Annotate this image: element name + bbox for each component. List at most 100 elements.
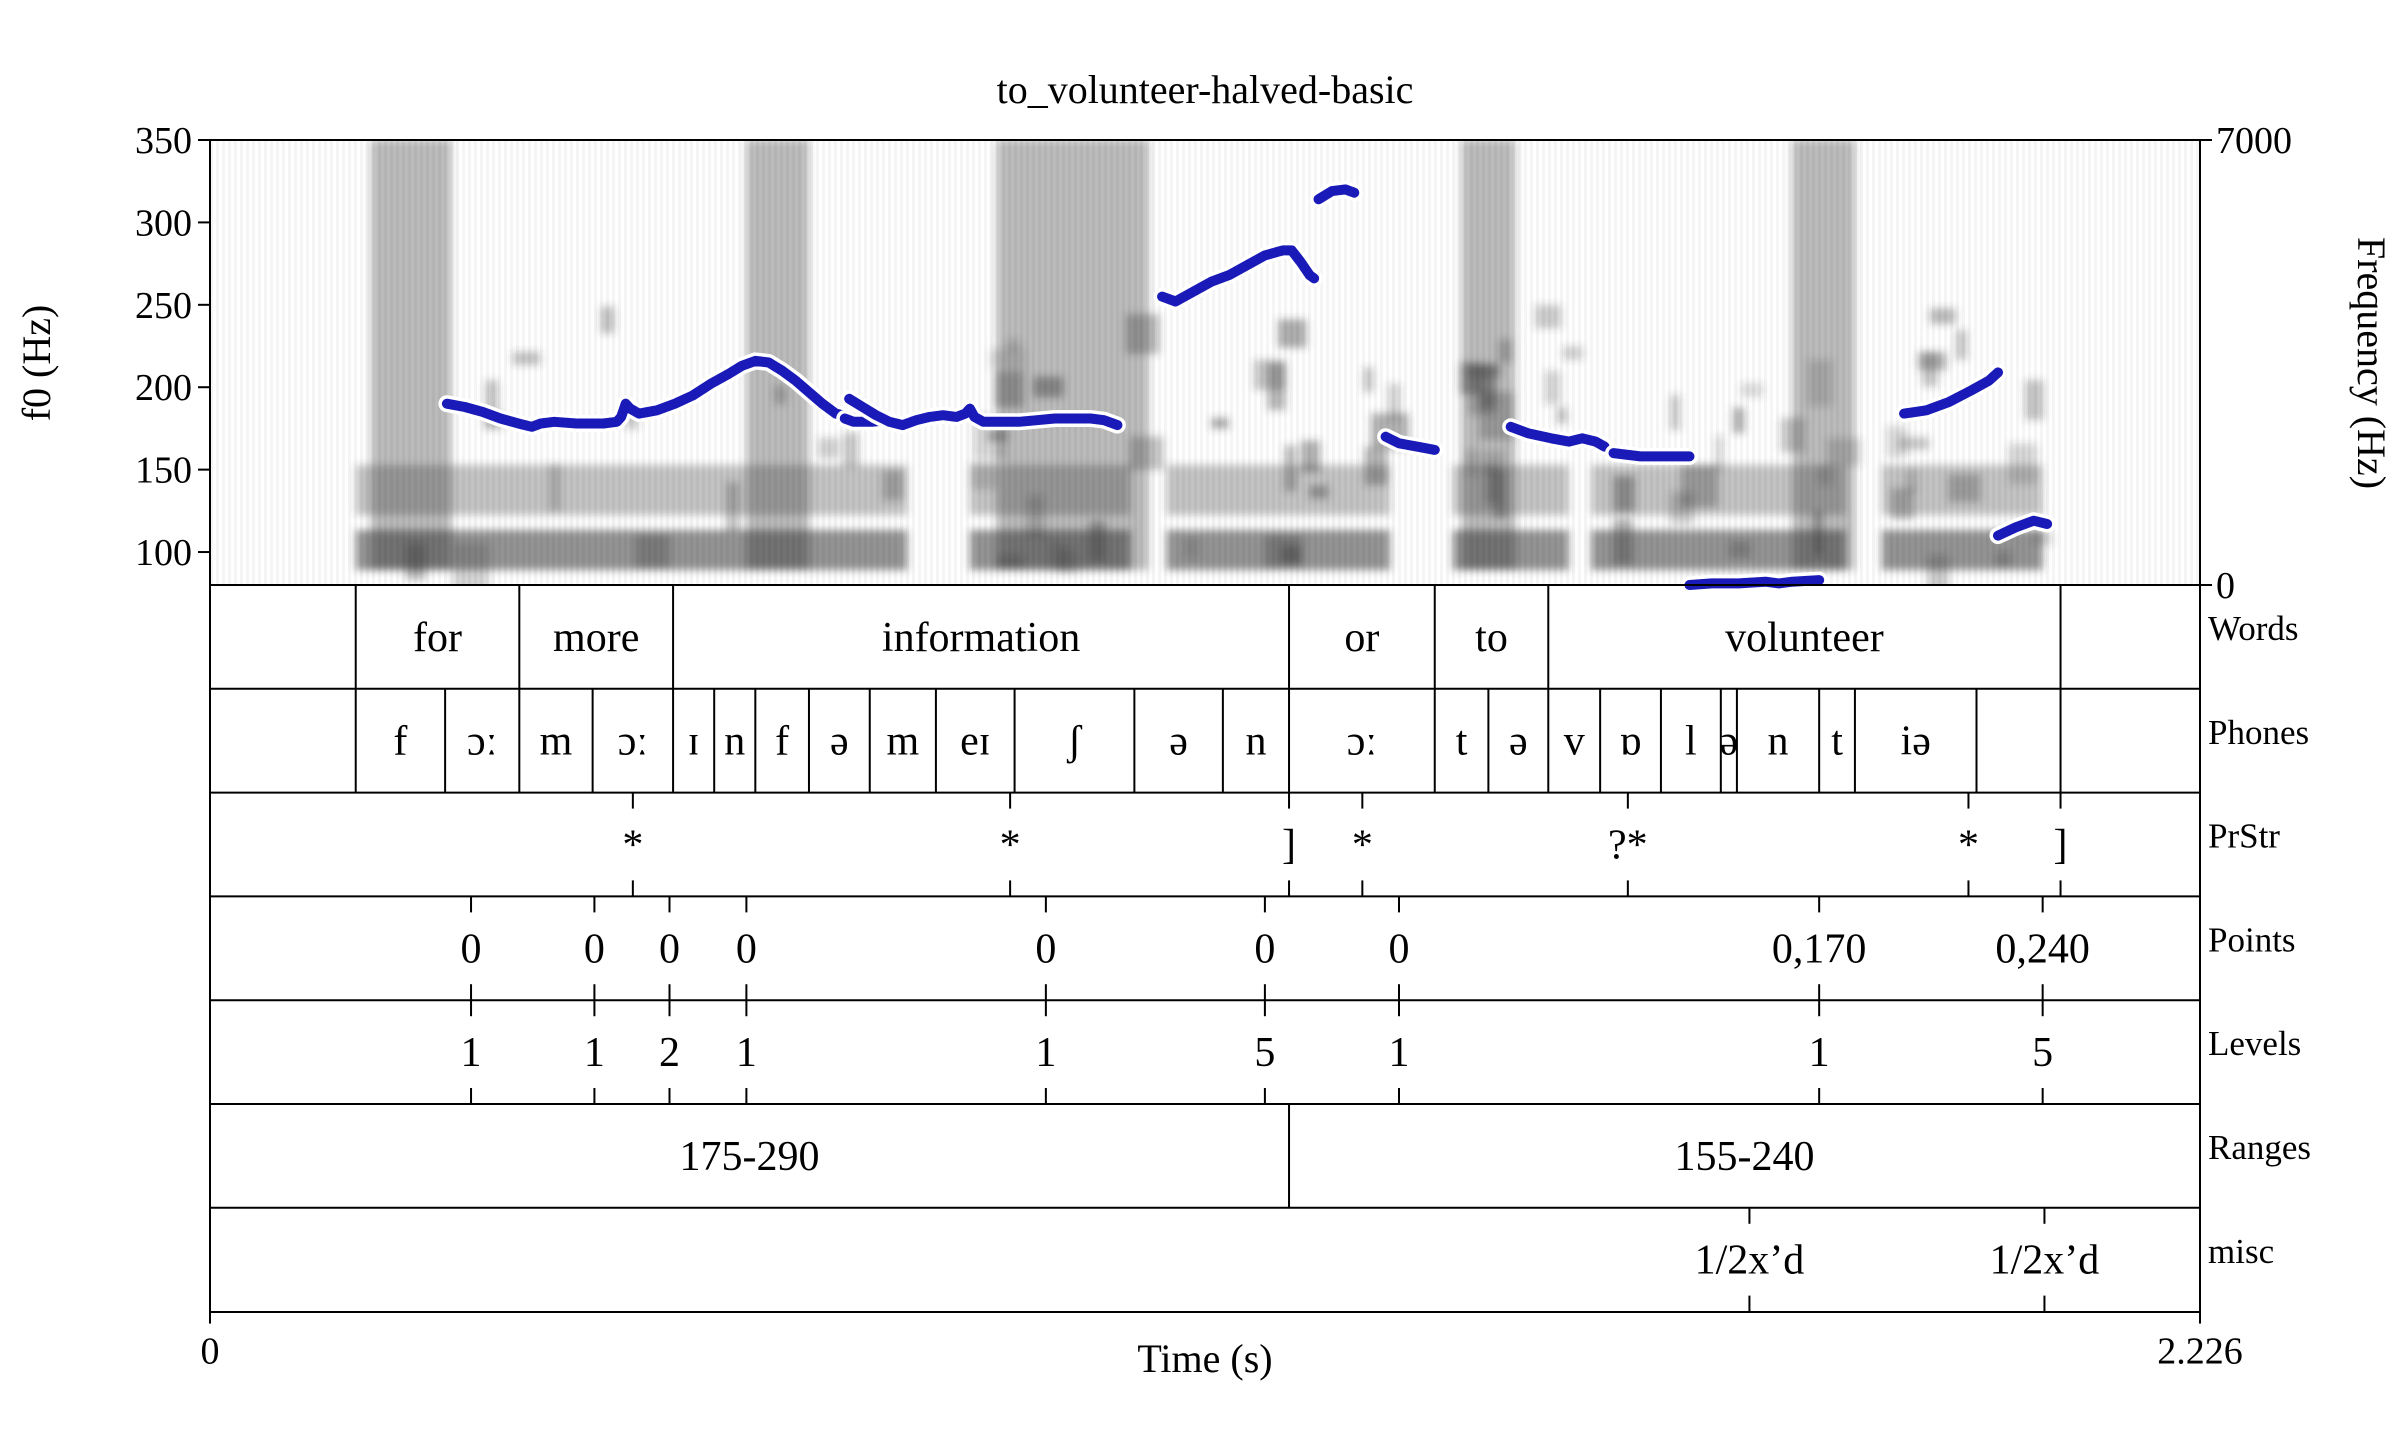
interval-label: iə [1901, 719, 1931, 765]
tier-name-label: Levels [2208, 1024, 2301, 1063]
interval-label: l [1685, 719, 1697, 765]
interval-label: n [1768, 719, 1789, 765]
tier-points: Points 0 0 0 0 0 0 0 0,170 0,240 [210, 895, 2296, 1001]
y-right-tick-label: 7000 [2216, 120, 2292, 162]
interval-label: v [1564, 719, 1585, 765]
f0-contour-3 [844, 393, 1123, 431]
interval-label: t [1456, 719, 1468, 765]
point-label: ] [2054, 823, 2068, 869]
tier-name-label: Phones [2208, 713, 2309, 752]
interval-label: ʃ [1066, 719, 1082, 765]
f0-contour-layer [438, 180, 2056, 594]
point-label: * [1000, 823, 1021, 869]
interval-label: t [1831, 719, 1843, 765]
interval-label: 175-290 [680, 1134, 820, 1180]
interval-label: f [775, 719, 789, 765]
y-left-tick-label: 350 [135, 120, 192, 162]
annotation-tiers: Words for more information or to volunteer Phon… [210, 584, 2311, 1312]
point-label: 0 [1035, 926, 1056, 972]
interval-label: m [886, 719, 919, 765]
f0-contour-11 [1993, 515, 2053, 541]
tier-name-label: Words [2208, 609, 2299, 648]
interval-label: n [724, 719, 745, 765]
x-tick-label: 2.226 [2157, 1331, 2243, 1373]
point-label: 0 [461, 926, 482, 972]
tier-name-label: misc [2208, 1232, 2274, 1271]
f0-contour-6 [1380, 431, 1440, 455]
point-label: 0 [1254, 926, 1275, 972]
point-label: 0,240 [1995, 926, 2090, 972]
point-label: 5 [1254, 1030, 1275, 1076]
f0-contour-1 [441, 355, 895, 432]
point-label: ] [1282, 823, 1296, 869]
interval-label: n [1245, 719, 1266, 765]
tier-levels: Levels 1 1 2 1 1 5 1 1 5 [210, 999, 2301, 1104]
x-tick-label: 0 [201, 1331, 220, 1373]
point-label: * [1958, 823, 1979, 869]
f0-contour-8 [1608, 448, 1695, 462]
tier-prstr: PrStr * *] * ?* *] [210, 791, 2280, 897]
y-axis-right: 0 7000 [2200, 120, 2292, 607]
interval-label: ə [1720, 719, 1739, 765]
interval-label: ɔː [467, 719, 497, 765]
f0-contour-5 [1313, 184, 1360, 205]
point-label: 0 [659, 926, 680, 972]
point-label: 1/2x’d [1990, 1238, 2100, 1284]
tier-name-label: PrStr [2208, 817, 2280, 856]
spectrogram [210, 140, 2200, 585]
y-left-tick-label: 100 [135, 532, 192, 574]
point-label: 1 [1388, 1030, 1409, 1076]
point-label: 1/2x’d [1695, 1238, 1805, 1284]
tier-words: Words for more information or to volunteer [210, 584, 2299, 689]
interval-label: ə [830, 719, 849, 765]
point-label: 1 [736, 1030, 757, 1076]
tier-ranges: Ranges 175-290 155-240 [210, 1103, 2311, 1208]
point-label: 2 [659, 1030, 680, 1076]
interval-label: ə [1169, 719, 1188, 765]
point-label: 0 [736, 926, 757, 972]
f0-contour-4 [1157, 245, 1320, 307]
spectrogram-striation [210, 140, 2200, 585]
y-left-tick-label: 250 [135, 285, 192, 327]
y-left-tick-label: 150 [135, 450, 192, 492]
x-axis-label: Time (s) [1137, 1336, 1272, 1381]
interval-label: to [1475, 615, 1508, 661]
interval-label: eɪ [960, 719, 990, 765]
interval-label: ɪ [688, 719, 700, 765]
point-label: 0 [584, 926, 605, 972]
interval-label: or [1344, 615, 1379, 661]
y-left-tick-label: 300 [135, 202, 192, 244]
f0-contour-10 [1899, 367, 2003, 419]
y-axis-left-label: f0 (Hz) [14, 305, 59, 422]
point-label: 1 [461, 1030, 482, 1076]
y-axis-left: 100 150 200 250 300 350 [135, 120, 210, 574]
point-label: 1 [584, 1030, 605, 1076]
y-axis-right-label: Frequency (Hz) [2349, 237, 2394, 489]
tier-misc: misc 1/2x’d 1/2x’d [210, 1206, 2274, 1312]
interval-label: volunteer [1725, 615, 1884, 661]
x-axis: 0 2.226 [201, 1311, 2243, 1373]
interval-label: ɔː [1347, 719, 1377, 765]
plot-frame [209, 139, 2201, 1313]
interval-label: ɒ [1620, 719, 1642, 765]
point-label: * [622, 823, 643, 869]
interval-label: m [540, 719, 573, 765]
interval-label: ɔː [618, 719, 648, 765]
interval-label: for [413, 615, 462, 661]
interval-label: 155-240 [1675, 1134, 1815, 1180]
point-label: * [1352, 823, 1373, 869]
f0-contour-7 [1505, 421, 1610, 452]
point-label: 5 [2032, 1030, 2053, 1076]
tier-name-label: Ranges [2208, 1128, 2311, 1167]
point-label: ?* [1608, 823, 1648, 869]
tier-name-label: Points [2208, 920, 2296, 959]
interval-label: information [882, 615, 1080, 661]
point-label: 0 [1388, 926, 1409, 972]
interval-label: ə [1509, 719, 1528, 765]
interval-label: f [393, 719, 407, 765]
y-left-tick-label: 200 [135, 367, 192, 409]
point-label: 1 [1809, 1030, 1830, 1076]
y-right-tick-label: 0 [2216, 565, 2235, 607]
